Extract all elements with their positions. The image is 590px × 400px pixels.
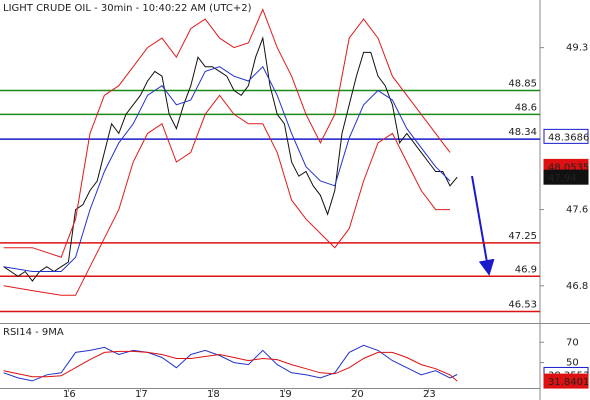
- x-tick-label: 18: [207, 389, 220, 400]
- x-tick-label: 23: [423, 389, 436, 400]
- level-label: 46.53: [508, 300, 537, 311]
- y-tick-label: 49.3: [566, 43, 588, 54]
- series-line: [3, 36, 458, 282]
- series-line: [3, 94, 450, 296]
- price-tag-label: 47.94: [548, 173, 577, 184]
- level-label: 46.9: [515, 264, 537, 275]
- series-line: [3, 350, 458, 382]
- x-tick-label: 16: [63, 389, 76, 400]
- y-tick-label: 50: [566, 358, 579, 369]
- level-label: 48.6: [515, 102, 537, 113]
- x-tick-label: 20: [351, 389, 364, 400]
- price-tag-label: 31.8401: [548, 377, 589, 388]
- series-line: [3, 344, 458, 382]
- price-tag-label: 48.0535: [548, 162, 589, 173]
- level-label: 48.34: [508, 127, 537, 138]
- level-label: 47.25: [508, 231, 537, 242]
- y-tick-label: 46.8: [566, 281, 588, 292]
- chart-title: LIGHT CRUDE OIL - 30min - 10:40:22 AM (U…: [3, 3, 252, 14]
- x-tick-label: 17: [135, 389, 148, 400]
- price-tag: [543, 169, 589, 185]
- level-label: 48.85: [508, 79, 537, 90]
- rsi-title: RSI14 - 9MA: [3, 327, 64, 338]
- y-tick-label: 70: [566, 337, 579, 348]
- series-line: [3, 8, 451, 258]
- x-tick-label: 19: [279, 389, 292, 400]
- price-tag-label: 48.3686: [548, 132, 589, 143]
- price-tag: [543, 373, 589, 389]
- series-line: [3, 65, 451, 272]
- y-tick-label: 47.6: [566, 205, 588, 216]
- price-tag: [543, 128, 589, 144]
- forecast-arrow: [471, 175, 495, 276]
